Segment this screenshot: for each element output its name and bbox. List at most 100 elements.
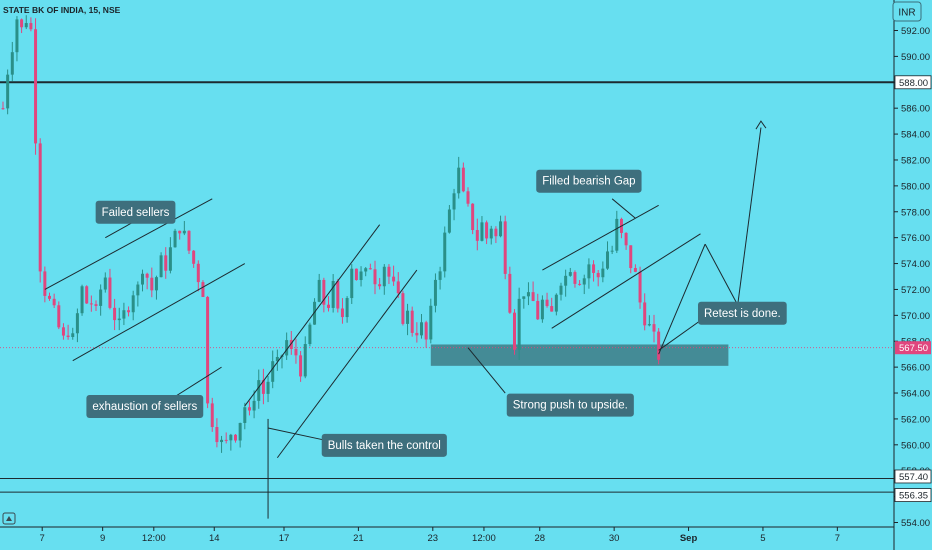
- annotation-label[interactable]: exhaustion of sellers: [86, 394, 204, 418]
- annotation-pointer: [611, 198, 636, 219]
- candle-body: [122, 310, 126, 319]
- price-tick-label: 576.00: [901, 233, 930, 244]
- current-price-badge: [895, 341, 931, 355]
- candle-body: [266, 381, 270, 394]
- candle-body: [629, 245, 633, 269]
- candle-body: [443, 232, 447, 272]
- time-tick-label: 21: [353, 533, 364, 544]
- candle-body: [526, 292, 530, 297]
- trend-line[interactable]: [72, 263, 246, 362]
- candle-body: [368, 268, 372, 270]
- candle-body: [271, 361, 275, 382]
- annotation-text: Failed sellers: [102, 207, 170, 219]
- annotation-pointer: [658, 320, 701, 351]
- candle-body: [10, 52, 14, 75]
- price-tick-label: 554.00: [901, 518, 930, 529]
- time-tick-label: 28: [534, 533, 545, 544]
- candle-body: [513, 312, 516, 350]
- candle-body: [508, 273, 512, 313]
- candle-body: [210, 403, 214, 428]
- price-axis[interactable]: 554.00556.00558.00560.00562.00564.00566.…: [893, 0, 932, 550]
- annotation-pointer: [170, 366, 222, 400]
- candle-body: [34, 29, 38, 144]
- trend-line[interactable]: [737, 127, 762, 306]
- currency-button[interactable]: [892, 1, 922, 22]
- candle-body: [643, 302, 647, 326]
- candle-body: [238, 422, 242, 441]
- candle-body: [489, 228, 493, 239]
- candle-body: [559, 285, 563, 295]
- candle-body: [48, 295, 51, 299]
- trend-line[interactable]: [244, 224, 381, 407]
- candle-body: [522, 296, 526, 299]
- candle-body: [354, 268, 358, 281]
- candle-body: [499, 221, 503, 237]
- candle-body: [587, 264, 591, 279]
- support-zone[interactable]: [430, 344, 729, 366]
- candle-body: [429, 305, 433, 340]
- candle-body: [331, 281, 335, 308]
- candle-body: [475, 230, 479, 241]
- candle-body: [350, 268, 354, 299]
- trend-line[interactable]: [704, 243, 739, 306]
- trend-line[interactable]: [551, 233, 701, 329]
- candle-body: [657, 331, 661, 360]
- candle-body: [378, 284, 382, 287]
- price-tick-label: 572.00: [901, 285, 930, 296]
- candle-body: [159, 255, 163, 278]
- annotation-pointer: [105, 221, 134, 239]
- candle-body: [150, 277, 154, 291]
- candle-body: [187, 230, 191, 251]
- annotation-label[interactable]: Failed sellers: [95, 200, 176, 224]
- annotation-label[interactable]: Bulls taken the control: [321, 433, 447, 457]
- candle-body: [317, 279, 321, 302]
- candle-body: [6, 74, 10, 109]
- time-tick-label: 12:00: [472, 533, 496, 544]
- trend-line[interactable]: [44, 198, 213, 290]
- annotation-label[interactable]: Filled bearish Gap: [536, 169, 642, 193]
- candle-body: [494, 228, 498, 237]
- annotation-box: [86, 394, 204, 418]
- candle-body: [234, 434, 237, 441]
- time-tick-label: 5: [760, 533, 765, 544]
- trend-line[interactable]: [276, 269, 418, 459]
- candle-body: [596, 272, 600, 278]
- candle-body: [66, 335, 70, 337]
- candle-body: [103, 277, 107, 290]
- candle-body: [131, 295, 135, 313]
- candle-body: [536, 300, 540, 320]
- candle-body: [420, 322, 423, 336]
- candle-body: [224, 439, 228, 441]
- candle-body: [601, 268, 605, 278]
- price-tick-label: 578.00: [901, 207, 930, 218]
- candle-body: [257, 380, 261, 401]
- candle-body: [247, 407, 251, 411]
- candle-body: [624, 232, 628, 246]
- time-tick-label: 23: [428, 533, 439, 544]
- candle-body: [647, 324, 651, 326]
- symbol-title: STATE BK OF INDIA, 15, NSE: [3, 5, 121, 15]
- price-tick-label: 570.00: [901, 311, 930, 322]
- time-tick-label: 12:00: [142, 533, 166, 544]
- level-badge-label: 557.40: [899, 472, 928, 483]
- currency-label: INR: [898, 8, 915, 19]
- candle-body: [252, 400, 256, 411]
- level-badge-label: 588.00: [899, 78, 928, 89]
- candle-body: [438, 271, 442, 280]
- candle-body: [313, 301, 317, 325]
- trend-line[interactable]: [658, 243, 706, 355]
- candle-body: [164, 255, 168, 271]
- annotation-label[interactable]: Retest is done.: [697, 301, 787, 325]
- candle-body: [15, 19, 19, 53]
- candle-body: [410, 310, 414, 333]
- price-tick-label: 582.00: [901, 155, 930, 166]
- candle-body: [275, 356, 279, 362]
- candle-body: [638, 271, 642, 303]
- time-axis[interactable]: 7 9 12:00 14 17 21 23 12:00 28 30 Sep 5 7: [0, 526, 894, 544]
- annotation-label[interactable]: Strong push to upside.: [506, 393, 634, 417]
- trend-line[interactable]: [542, 204, 659, 271]
- candle-body: [550, 306, 554, 312]
- candle-body: [29, 23, 33, 30]
- candle-body: [201, 282, 205, 297]
